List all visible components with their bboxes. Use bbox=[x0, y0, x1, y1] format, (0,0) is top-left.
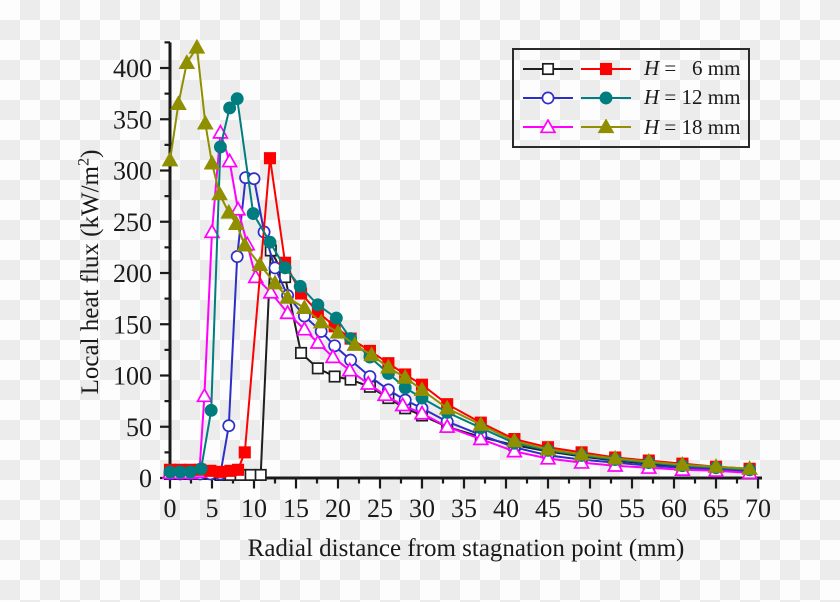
legend-label-h12: H = 12 mm bbox=[644, 85, 741, 110]
x-tick-label: 65 bbox=[703, 494, 729, 523]
legend-sample-h6-filled-square-icon bbox=[581, 62, 631, 75]
series-H6_filled bbox=[163, 152, 756, 478]
y-tick-label: 250 bbox=[113, 208, 152, 237]
y-tick-label: 200 bbox=[113, 259, 152, 288]
x-tick-labels: 0 5 10 15 20 25 30 35 40 45 50 55 60 65 70 bbox=[164, 494, 772, 523]
y-axis-title-superscript: 2 bbox=[74, 157, 93, 167]
x-tick-label: 60 bbox=[661, 494, 687, 523]
legend-row-h12: H = 12 mm bbox=[522, 83, 748, 112]
y-axis-title-text: Local heat flux (kW/m bbox=[77, 166, 104, 395]
x-axis-title: Radial distance from stagnation point (m… bbox=[247, 535, 685, 562]
y-axis-title-close: ) bbox=[77, 149, 104, 158]
y-axis-title: Local heat flux (kW/m2) bbox=[74, 149, 105, 395]
legend-row-h18: H = 18 mm bbox=[522, 113, 748, 142]
legend-label-h18: H = 18 mm bbox=[644, 114, 741, 139]
series-H12_open-line bbox=[170, 176, 750, 475]
x-tick-label: 55 bbox=[619, 494, 645, 523]
x-tick-label: 5 bbox=[206, 494, 219, 523]
y-tick-label: 100 bbox=[113, 362, 152, 391]
series-H6_open-line bbox=[170, 246, 750, 476]
y-tick-label: 400 bbox=[113, 54, 152, 83]
y-tick-label: 350 bbox=[113, 105, 152, 134]
y-tick-label: 300 bbox=[113, 157, 152, 186]
x-tick-label: 70 bbox=[745, 494, 771, 523]
legend-row-h6: H = 6 mm bbox=[522, 54, 748, 83]
y-tick-label: 0 bbox=[139, 464, 152, 493]
y-tick-label: 150 bbox=[113, 310, 152, 339]
x-tick-label: 30 bbox=[409, 494, 435, 523]
axis-ticks bbox=[160, 41, 760, 489]
y-tick-label: 50 bbox=[126, 413, 152, 442]
x-tick-label: 10 bbox=[241, 494, 267, 523]
y-tick-labels: 0 50 100 150 200 250 300 350 400 bbox=[113, 54, 152, 493]
x-tick-label: 0 bbox=[164, 494, 177, 523]
x-tick-label: 50 bbox=[577, 494, 603, 523]
legend-label-h6: H = 6 mm bbox=[644, 56, 741, 81]
x-tick-label: 25 bbox=[367, 494, 393, 523]
series-H12_filled bbox=[163, 92, 757, 479]
legend-sample-h12-filled-circle-icon bbox=[581, 91, 631, 105]
x-tick-label: 45 bbox=[535, 494, 561, 523]
legend-sample-h6-open-square-icon bbox=[523, 62, 573, 75]
x-tick-label: 40 bbox=[493, 494, 519, 523]
x-tick-label: 15 bbox=[283, 494, 309, 523]
series-H12_filled-line bbox=[170, 96, 750, 473]
legend-sample-h18-filled-triangle-icon bbox=[581, 119, 631, 134]
series-H6_filled-line bbox=[170, 158, 750, 473]
series-H18_filled bbox=[161, 38, 758, 475]
legend-sample-h12-open-circle-icon bbox=[523, 91, 573, 105]
x-tick-label: 20 bbox=[325, 494, 351, 523]
x-tick-label: 35 bbox=[451, 494, 477, 523]
legend: H = 6 mm H = 12 mm H = 18 mm bbox=[512, 48, 750, 148]
legend-sample-h18-open-triangle-icon bbox=[523, 119, 573, 134]
